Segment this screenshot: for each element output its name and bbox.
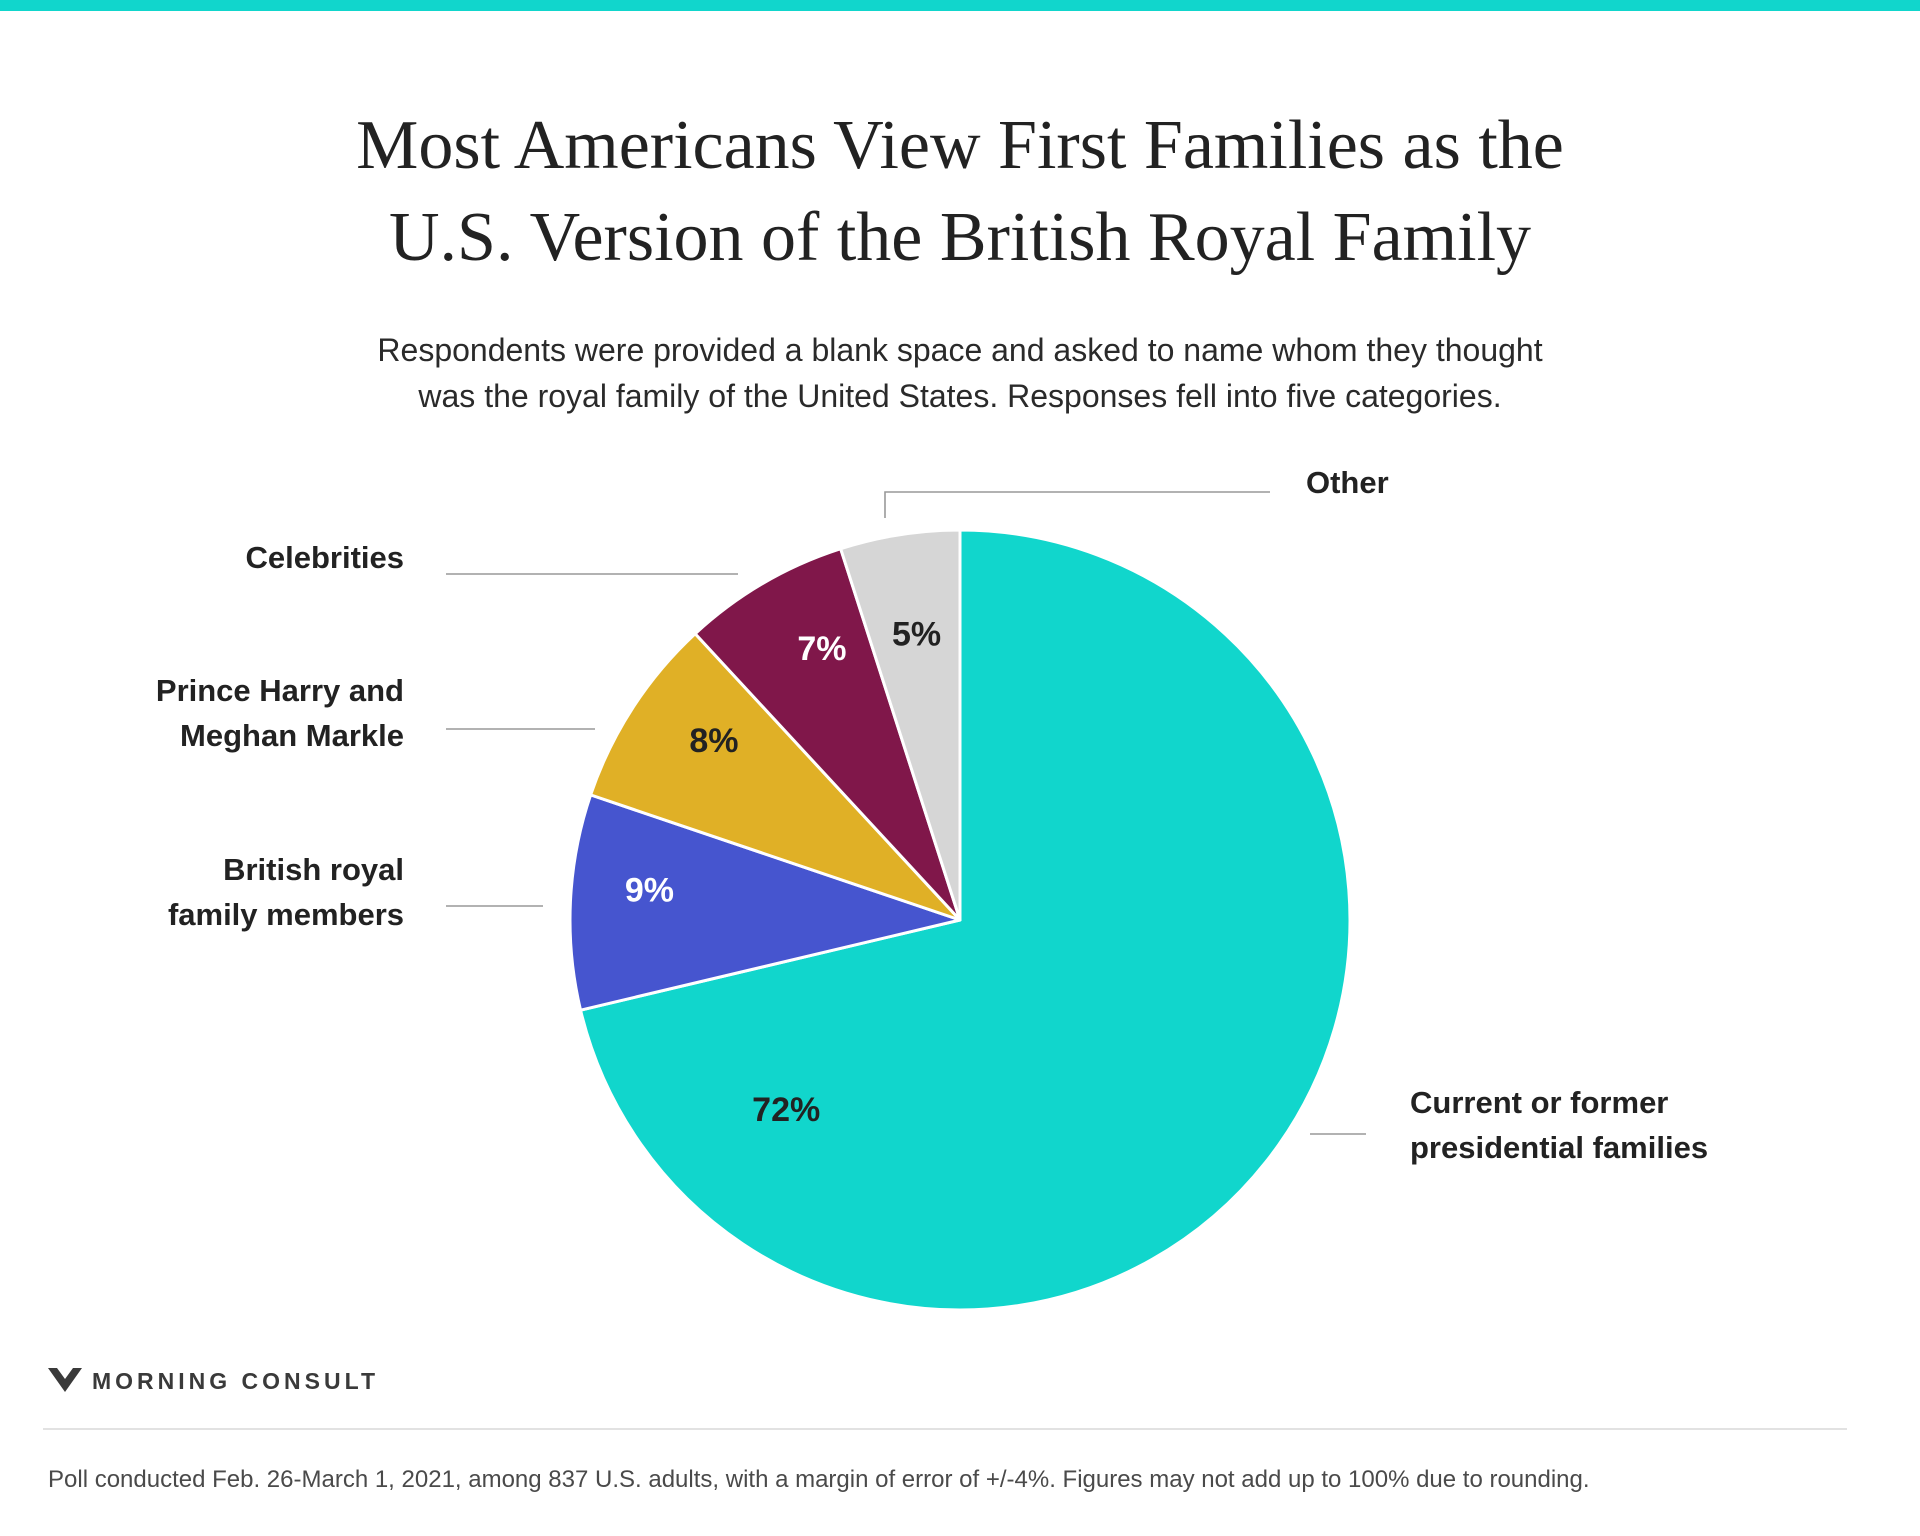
percent-label-celebrities: 7%	[797, 630, 846, 668]
percent-label-british_royals: 9%	[625, 872, 674, 910]
category-label-line: Meghan Markle	[180, 718, 404, 753]
category-label-celebrities: Celebrities	[245, 540, 404, 575]
chart-subtitle-line-2: was the royal family of the United State…	[418, 378, 1502, 414]
chart-title-line-2: U.S. Version of the British Royal Family	[388, 199, 1532, 276]
pie-slice-celebrities	[693, 547, 962, 922]
footnote: Poll conducted Feb. 26-March 1, 2021, am…	[48, 1466, 1590, 1493]
percent-label-presidential: 72%	[752, 1091, 820, 1129]
percent-label-other: 5%	[892, 616, 941, 654]
category-label-presidential: Current or former presidential families	[1410, 1085, 1708, 1165]
morning-consult-logo-icon	[48, 1368, 82, 1392]
category-label-line: presidential families	[1410, 1130, 1708, 1165]
pie-slice-presidential	[579, 528, 1352, 1312]
brand-name: MORNING CONSULT	[92, 1367, 380, 1394]
category-label-british_royals: British royal family members	[168, 852, 404, 932]
category-label-line: family members	[168, 897, 404, 932]
footer-divider	[43, 1428, 1847, 1430]
percent-label-harry_meghan: 8%	[689, 722, 738, 760]
category-label-line: Current or former	[1410, 1085, 1668, 1120]
category-label-harry_meghan: Prince Harry and Meghan Markle	[156, 673, 404, 753]
category-label-line: Prince Harry and	[156, 673, 404, 708]
chart-subtitle: Respondents were provided a blank space …	[160, 327, 1760, 419]
pie-slice-other	[839, 528, 962, 922]
category-label-line: British royal	[223, 852, 404, 887]
category-label-line: Celebrities	[245, 540, 404, 575]
leader-line-other	[884, 491, 1270, 518]
brand-logo: MORNING CONSULT	[48, 1365, 379, 1397]
category-label-line: Other	[1306, 465, 1389, 500]
pie-slice-british_royals	[568, 793, 962, 1012]
category-label-other: Other	[1306, 465, 1389, 500]
pie-slice-harry_meghan	[589, 632, 962, 922]
chart-title-line-1: Most Americans View First Families as th…	[356, 107, 1564, 184]
top-accent-bar	[0, 0, 1920, 11]
chart-title: Most Americans View First Families as th…	[160, 100, 1760, 284]
chart-subtitle-line-1: Respondents were provided a blank space …	[377, 332, 1543, 368]
